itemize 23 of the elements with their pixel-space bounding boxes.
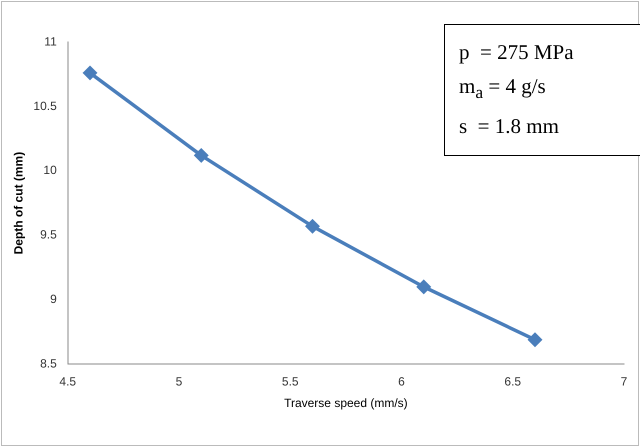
point xyxy=(83,66,97,80)
x-tick-label: 7 xyxy=(620,374,628,389)
x-tick-label: 5.5 xyxy=(282,374,299,389)
x-tick-label: 4.5 xyxy=(59,374,76,389)
note-box: p = 275 MPa m$_{a}$ = 4 g/s s = 1.8 mm xyxy=(444,24,640,156)
annotation: m$_{a}$ = 4 g/s xyxy=(459,73,547,104)
y-tick-label: 9 xyxy=(50,292,58,306)
point xyxy=(306,220,320,234)
point xyxy=(194,148,208,162)
y-tick-label: 10 xyxy=(43,163,58,178)
y-axis-title: Depth of cut (mm) xyxy=(12,152,26,254)
y-tick-label: 11 xyxy=(44,34,58,48)
annotation: p = 275 MPa xyxy=(459,39,575,66)
x-tick-label: 6.5 xyxy=(504,374,522,389)
x-tick-label: 6 xyxy=(398,374,406,389)
x-tick-label: 5 xyxy=(176,374,183,389)
y-tick-label: 9.5 xyxy=(40,228,58,242)
x-axis-title: Traverse speed (mm/s) xyxy=(284,396,408,410)
point xyxy=(528,332,542,346)
y-tick-label: 10.5 xyxy=(33,98,58,113)
y-tick-label: 8.5 xyxy=(40,356,58,371)
annotation: s = 1.8 mm xyxy=(459,113,560,140)
point xyxy=(417,280,430,294)
